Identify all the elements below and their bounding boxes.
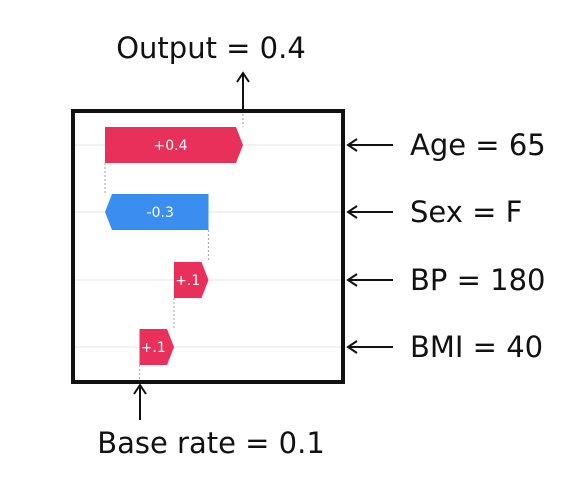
output-arrow-head (236, 71, 250, 83)
feature-arrow-head (346, 138, 358, 152)
bar-value-label: +0.4 (154, 138, 188, 154)
bar-value-label: -0.3 (147, 205, 174, 221)
base-arrow-head (133, 383, 147, 395)
base-rate-label: Base rate = 0.1 (97, 426, 325, 460)
feature-label: Sex = F (410, 195, 522, 229)
bar-value-label: +.1 (141, 340, 166, 356)
feature-bar (105, 127, 243, 163)
feature-bar (174, 262, 209, 298)
feature-arrow-head (346, 205, 358, 219)
feature-arrow-head (346, 273, 358, 287)
feature-label: BP = 180 (410, 263, 545, 297)
feature-label: Age = 65 (410, 128, 546, 162)
feature-label: BMI = 40 (410, 330, 543, 364)
feature-arrow-head (346, 340, 358, 354)
feature-bar (105, 194, 209, 230)
bar-value-label: +.1 (175, 273, 200, 289)
chart-frame (71, 109, 345, 384)
feature-bar (139, 329, 174, 365)
output-label: Output = 0.4 (116, 31, 306, 65)
